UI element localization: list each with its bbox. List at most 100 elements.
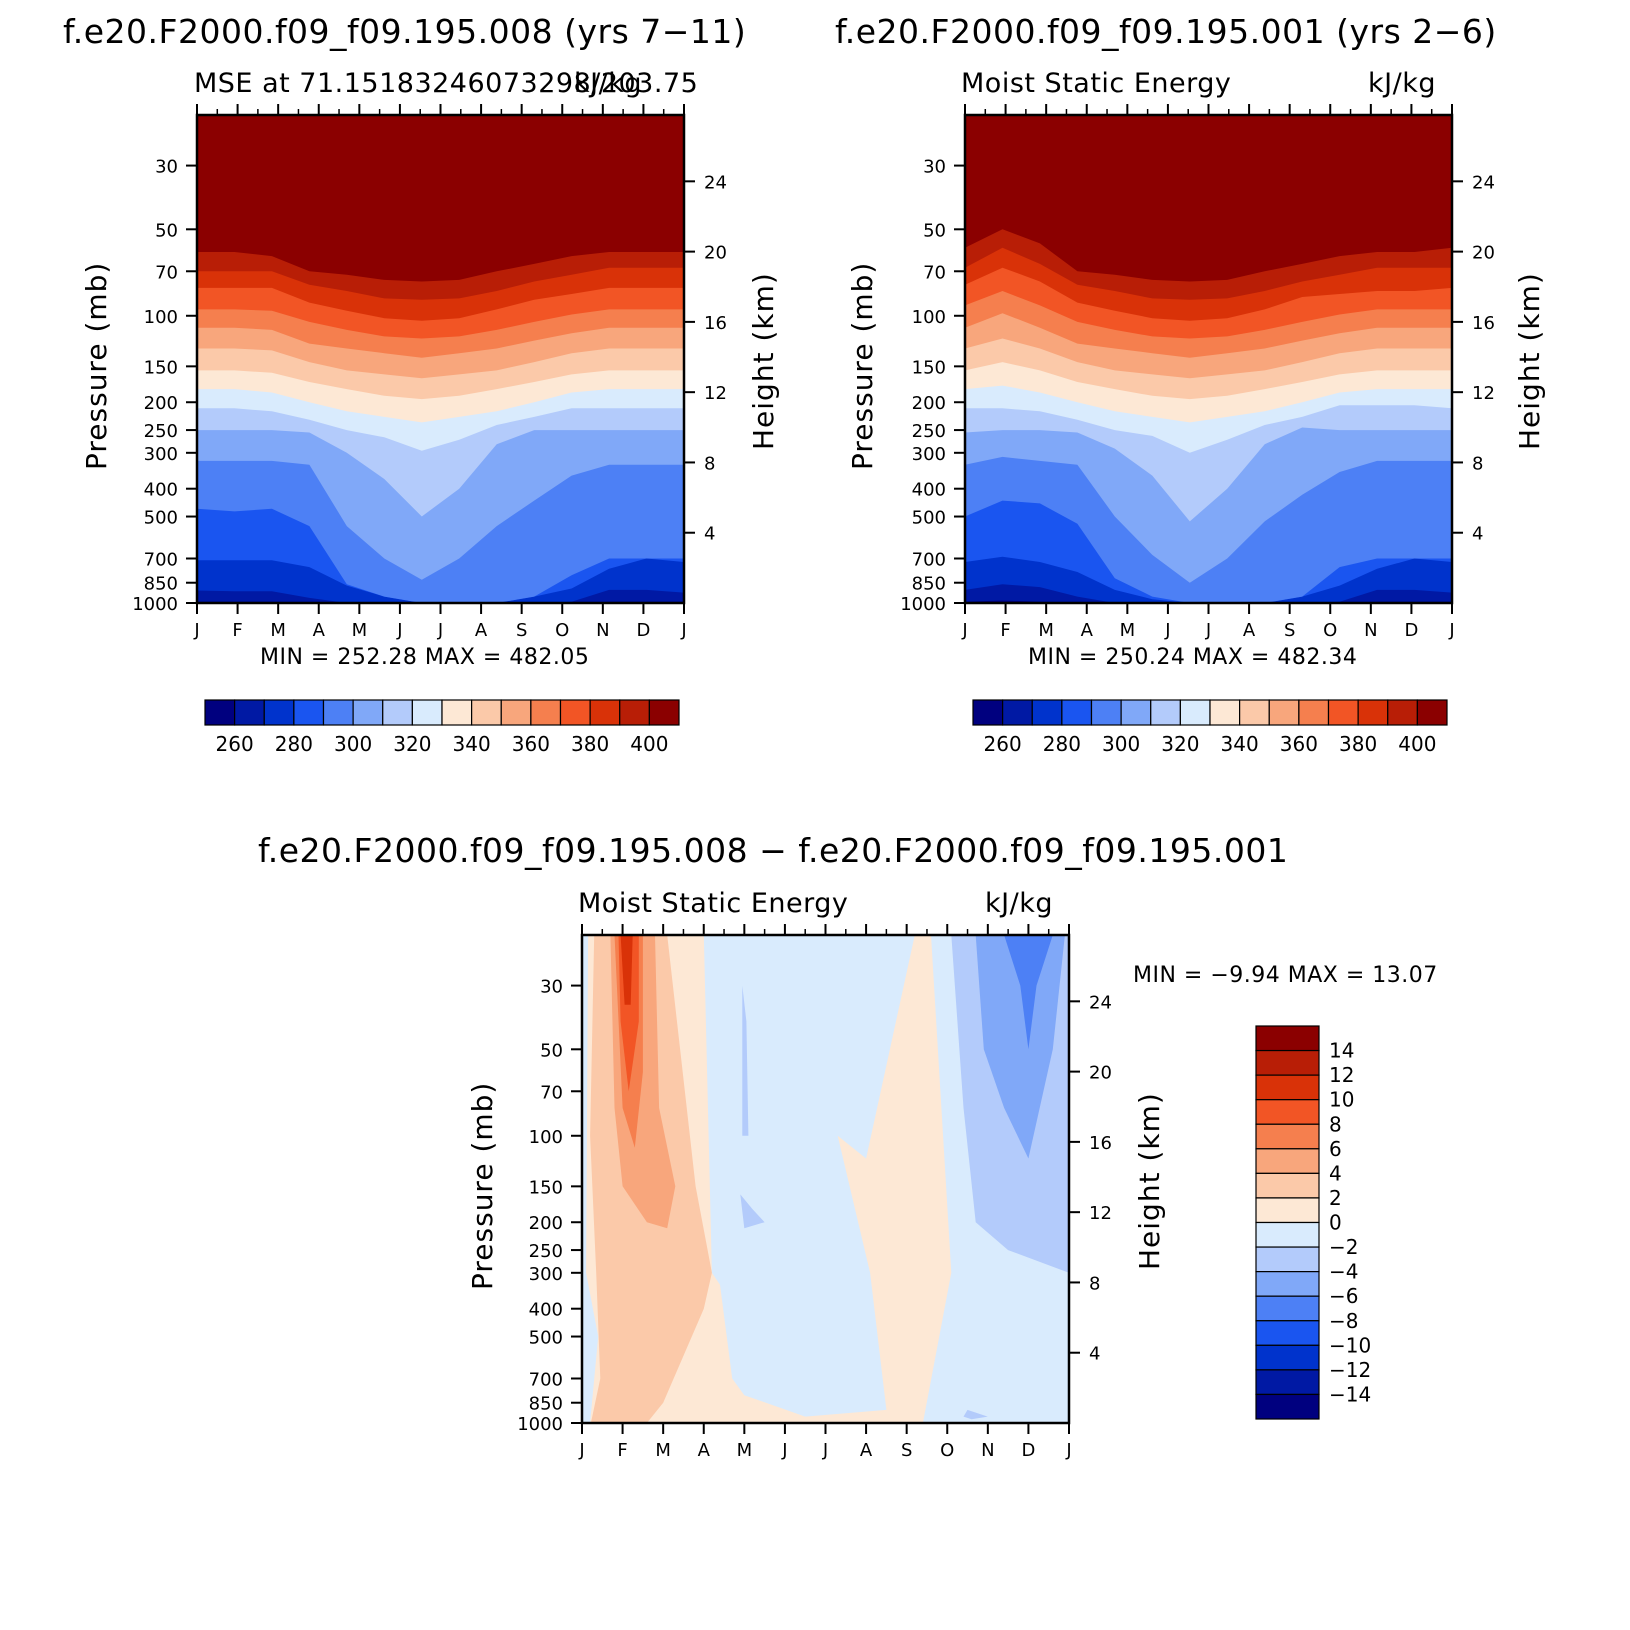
panel1-htick-label: 8 — [704, 453, 715, 474]
panel3-ytick-label: 700 — [529, 1370, 563, 1391]
panel3-colorbar-label: −12 — [1329, 1358, 1371, 1382]
panel1-colorbar-label: 400 — [630, 732, 668, 756]
panel1-minmax: MIN = 252.28 MAX = 482.05 — [260, 645, 590, 670]
panel1-colorbar-label: 340 — [453, 732, 491, 756]
panel1-ytick-label: 700 — [144, 550, 178, 571]
panel3-contours — [582, 935, 1069, 1423]
panel3-htick-label: 20 — [1089, 1063, 1112, 1084]
panel1-colorbar-box — [441, 699, 473, 726]
panel2-xtick-label: O — [1323, 620, 1337, 641]
panel3-units: kJ/kg — [985, 888, 1053, 919]
panel1-ytick-label: 400 — [144, 480, 178, 501]
panel3-region — [620, 935, 633, 1005]
panel3-xtick-label: M — [655, 1440, 671, 1461]
panel3-ytick-label: 850 — [529, 1394, 563, 1415]
panel1-colorbar-label: 300 — [334, 732, 372, 756]
panel3-htick-label: 8 — [1089, 1273, 1100, 1294]
panel2-ytick-label: 300 — [912, 444, 946, 465]
panel1-htick-label: 4 — [704, 524, 715, 545]
panel1-ytick-label: 850 — [144, 574, 178, 595]
panel1-xtick-label: J — [437, 620, 443, 641]
panel2-ytick-label: 200 — [912, 393, 946, 414]
panel3-htick-label: 4 — [1089, 1344, 1100, 1365]
panel3-xtick-label: F — [617, 1440, 627, 1461]
panel2-colorbar-label: 340 — [1221, 732, 1259, 756]
panel1-ytick-label: 1000 — [132, 594, 178, 615]
panel1-xtick-label: J — [396, 620, 402, 641]
panel3-colorbar-box — [1255, 1123, 1320, 1150]
panel3-region — [742, 985, 749, 1136]
panel2-contours — [965, 115, 1452, 603]
panel2-colorbar-label: 280 — [1043, 732, 1081, 756]
panel2-colorbar-box — [1268, 699, 1300, 726]
panel2-colorbar-label: 260 — [984, 732, 1022, 756]
panel2-colorbar-label: 400 — [1398, 732, 1436, 756]
panel2-colorbar-box — [1120, 699, 1152, 726]
panel3-colorbar-box — [1255, 1148, 1320, 1174]
panel1-band — [197, 115, 684, 282]
panel1-ytick-label: 70 — [155, 262, 178, 283]
panel3-colorbar-label: −10 — [1329, 1333, 1371, 1357]
panel2-xtick-label: M — [1038, 620, 1054, 641]
panel1-xtick-label: S — [516, 620, 527, 641]
panel1-title: f.e20.F2000.f09_f09.195.008 (yrs 7−11) — [63, 12, 747, 51]
panel2-ytick-label: 700 — [912, 550, 946, 571]
panel1-xtick-label: F — [232, 620, 242, 641]
panel2-left-label: Moist Static Energy — [961, 68, 1232, 99]
panel2-xtick-label: F — [1000, 620, 1010, 641]
panel1-colorbar-box — [648, 699, 680, 726]
panel2-minmax: MIN = 250.24 MAX = 482.34 — [1028, 645, 1358, 670]
panel2-colorbar-box — [1179, 699, 1211, 726]
panel2-xtick-label: A — [1081, 620, 1094, 641]
panel1-ytick-label: 500 — [144, 508, 178, 529]
panel3-colorbar-label: −4 — [1329, 1260, 1358, 1284]
panel3-colorbar-box — [1255, 1172, 1320, 1199]
panel1-left-label: MSE at 71.15183246073298/203.75 — [194, 68, 699, 99]
panel3-ytick-label: 150 — [529, 1177, 563, 1198]
panel1-colorbar-box — [411, 699, 443, 726]
panel2-colorbar-label: 380 — [1339, 732, 1377, 756]
panel1-colorbar-box — [204, 699, 236, 726]
panel1-colorbar-label: 360 — [512, 732, 550, 756]
panel1-ytick-label: 100 — [144, 307, 178, 328]
panel2-xtick-label: A — [1243, 620, 1256, 641]
panel2-ytick-label: 100 — [912, 307, 946, 328]
panel3-region — [740, 1194, 765, 1229]
panel1-xtick-label: O — [555, 620, 569, 641]
panel1-colorbar-box — [619, 699, 650, 726]
panel2-htick-label: 16 — [1472, 313, 1495, 334]
panel3-title: f.e20.F2000.f09_f09.195.008 − f.e20.F200… — [258, 831, 1289, 870]
panel1-ytick-label: 30 — [155, 157, 178, 178]
panel1-colorbar-label: 280 — [275, 732, 313, 756]
panel2-xtick-label: S — [1284, 620, 1295, 641]
panel3-region — [963, 1409, 988, 1420]
panel3-colorbar-label: −2 — [1329, 1235, 1358, 1259]
panel3-xtick-label: D — [1021, 1440, 1035, 1461]
panel1-colorbar-box — [322, 699, 354, 726]
panel3-colorbar-label: 14 — [1329, 1039, 1354, 1063]
panel3-htick-label: 24 — [1089, 992, 1112, 1013]
panel2-colorbar-label: 360 — [1280, 732, 1318, 756]
panel1-ytick-label: 150 — [144, 357, 178, 378]
panel2-colorbar-label: 320 — [1161, 732, 1199, 756]
panel3-region — [975, 935, 1065, 1159]
panel2-ytick-label: 500 — [912, 508, 946, 529]
panel2-ytick-label: 1000 — [900, 594, 946, 615]
panel3-colorbar-label: 10 — [1329, 1088, 1354, 1112]
panel3-colorbar-label: 4 — [1329, 1161, 1342, 1185]
panel2-xtick-label: J — [1205, 620, 1211, 641]
panel1-colorbar-box — [234, 699, 265, 726]
panel2-ytick-label: 150 — [912, 357, 946, 378]
panel1-ytick-label: 300 — [144, 444, 178, 465]
panel1-colorbar-label: 380 — [571, 732, 609, 756]
panel3-ytick-label: 400 — [529, 1300, 563, 1321]
panel3-colorbar-label: 6 — [1329, 1137, 1342, 1161]
panel2-band — [965, 115, 1452, 282]
panel1-ytick-label: 50 — [155, 220, 178, 241]
panel3-ytick-label: 500 — [529, 1328, 563, 1349]
panel3-colorbar-label: −14 — [1329, 1382, 1371, 1406]
panel2-colorbar-box — [1298, 699, 1330, 726]
panel3-ytick-label: 300 — [529, 1264, 563, 1285]
panel2-htick-label: 20 — [1472, 243, 1495, 264]
